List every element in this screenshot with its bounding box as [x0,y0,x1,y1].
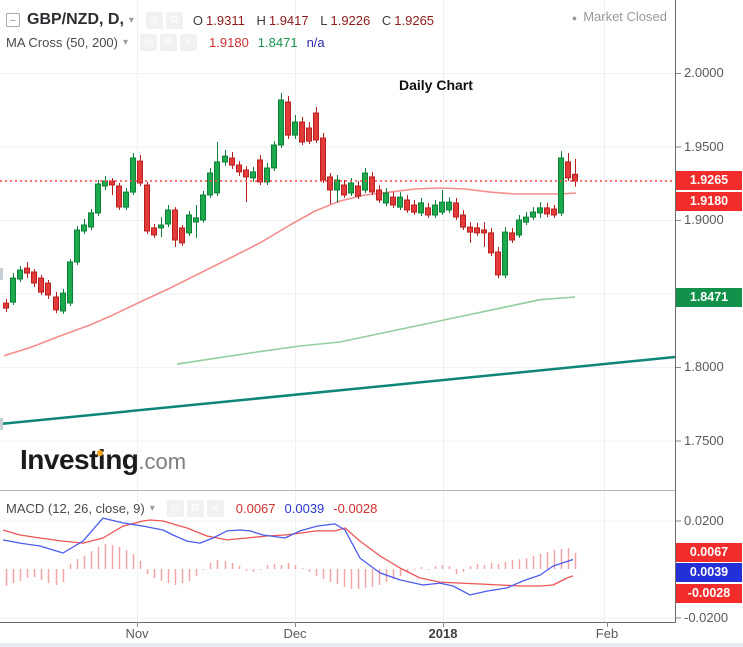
macd-histogram [5,544,577,589]
indicator-title[interactable]: MA Cross (50, 200) [6,35,118,50]
settings-button[interactable]: ⚙ [160,34,178,51]
indicator-value: 1.8471 [257,35,298,50]
low-label: L [320,12,328,28]
close-value: 1.9265 [394,12,435,28]
time-axis-label: 2018 [428,626,458,641]
time-axis-label: Nov [125,626,149,641]
collapse-pane-icon[interactable]: – [6,13,20,27]
macd-signal-line [2,519,574,587]
close-icon: × [185,36,192,48]
indicator-values: 1.9180 1.8471 n/a [209,35,334,50]
indicator-values: 0.0067 0.0039 -0.0028 [236,501,387,516]
macd-line [2,517,574,596]
status-dot-icon: ● [571,13,578,23]
close-label: C [381,12,392,28]
price-badge: 1.8471 [676,288,742,307]
bottom-strip [0,643,743,647]
market-status-label: Market Closed [583,9,667,24]
axis-label: 0.0200 [684,512,724,528]
market-status: ● Market Closed [572,9,667,24]
axis-label: 2.0000 [684,65,724,80]
indicator-value: n/a [306,35,325,50]
pane-resize-handle[interactable] [0,268,3,280]
chevron-down-icon[interactable]: ▾ [123,37,129,48]
price-badge: -0.0028 [676,584,742,603]
brand-dot-icon [97,450,103,456]
ohlc-readout: O 1.9311 H 1.9417 L 1.9226 C 1.9265 [193,13,434,28]
eye-icon: ◎ [149,13,160,26]
ma-cross-toolbar: MA Cross (50, 200) ▾ ◎ ⚙ × 1.9180 1.8471 n… [6,33,334,52]
remove-indicator-button[interactable]: × [206,500,224,517]
indicator-value: 1.9180 [209,35,249,50]
indicator-title[interactable]: MACD (12, 26, close, 9) [6,501,145,516]
indicator-value: 0.0067 [235,501,276,516]
time-axis-label: Feb [595,626,619,641]
gear-icon: ⚙ [163,36,174,48]
ma50-line [3,187,577,357]
chevron-down-icon[interactable]: ▾ [149,503,155,514]
close-icon: × [212,502,219,514]
low-value: 1.9226 [330,12,371,28]
brand-suffix: .com [138,449,187,474]
remove-indicator-button[interactable]: × [180,34,198,51]
visibility-toggle-button[interactable]: ◎ [145,11,163,29]
gear-icon: ⚙ [169,13,180,26]
price-badge: 1.9265 [676,171,742,190]
price-badge: 0.0039 [676,563,742,582]
indicator-value: 0.0039 [284,501,325,516]
symbol-toolbar: – GBP/NZD, D, ▾ ◎ ⚙ O 1.9311 H 1.9417 L 1.9… [6,9,434,31]
price-badge: 1.9180 [676,192,742,211]
macd-toolbar: MACD (12, 26, close, 9) ▾ ◎ ⚙ × 0.0067 0.… [6,499,386,518]
chart-annotation: Daily Chart [399,77,473,93]
high-value: 1.9417 [268,12,309,28]
open-label: O [192,12,204,28]
price-badge: 0.0067 [676,543,742,562]
settings-button[interactable]: ⚙ [186,500,204,517]
open-value: 1.9311 [206,12,245,28]
indicator-value: -0.0028 [333,501,378,516]
pane-resize-handle[interactable] [0,418,3,430]
axis-label: 1.9500 [684,138,724,154]
time-axis-label: Dec [283,626,307,641]
brand-name: Investing [20,444,139,475]
eye-icon: ◎ [170,502,181,514]
trendline [0,355,676,426]
gear-icon: ⚙ [190,502,201,514]
ma200-line [176,296,576,365]
axis-label: 1.9000 [684,212,724,227]
visibility-toggle-button[interactable]: ◎ [140,34,158,51]
symbol-title[interactable]: GBP/NZD, D, [27,11,124,28]
visibility-toggle-button[interactable]: ◎ [166,500,184,517]
brand-watermark: Investing.com [20,444,186,476]
candles [3,93,578,314]
high-label: H [256,12,266,28]
chevron-down-icon[interactable]: ▾ [128,14,134,26]
axis-label: 1.7500 [684,432,724,448]
eye-icon: ◎ [143,36,154,48]
axis-label: -0.0200 [684,609,729,625]
settings-button[interactable]: ⚙ [165,11,183,29]
axis-label: 1.8000 [684,359,724,374]
